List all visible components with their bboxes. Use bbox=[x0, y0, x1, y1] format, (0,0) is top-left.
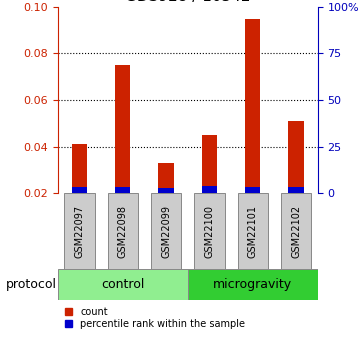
Bar bbox=[72, 144, 87, 193]
Text: GSM22100: GSM22100 bbox=[204, 205, 214, 258]
Text: protocol: protocol bbox=[6, 278, 57, 291]
Bar bbox=[202, 135, 217, 193]
Bar bbox=[72, 187, 87, 193]
Bar bbox=[281, 193, 311, 269]
Bar bbox=[64, 193, 95, 269]
Text: GSM22099: GSM22099 bbox=[161, 205, 171, 258]
Text: microgravity: microgravity bbox=[213, 278, 292, 291]
Text: GSM22101: GSM22101 bbox=[248, 205, 258, 258]
Legend: count, percentile rank within the sample: count, percentile rank within the sample bbox=[62, 305, 247, 331]
Text: control: control bbox=[101, 278, 144, 291]
Bar bbox=[202, 186, 217, 193]
Text: GSM22097: GSM22097 bbox=[74, 205, 84, 258]
Bar bbox=[245, 19, 260, 193]
Polygon shape bbox=[56, 277, 58, 292]
Text: GSM22098: GSM22098 bbox=[118, 205, 128, 258]
Bar bbox=[108, 193, 138, 269]
Bar bbox=[288, 187, 304, 193]
Bar bbox=[115, 187, 130, 193]
Bar bbox=[238, 193, 268, 269]
Bar bbox=[245, 187, 260, 193]
Bar bbox=[115, 65, 130, 193]
Bar bbox=[188, 269, 318, 300]
Bar bbox=[288, 121, 304, 193]
Bar bbox=[58, 269, 188, 300]
Bar bbox=[151, 193, 181, 269]
Title: GDS928 / 10342: GDS928 / 10342 bbox=[125, 0, 251, 4]
Bar bbox=[194, 193, 225, 269]
Text: GSM22102: GSM22102 bbox=[291, 205, 301, 258]
Bar bbox=[158, 163, 174, 193]
Bar bbox=[158, 188, 174, 193]
